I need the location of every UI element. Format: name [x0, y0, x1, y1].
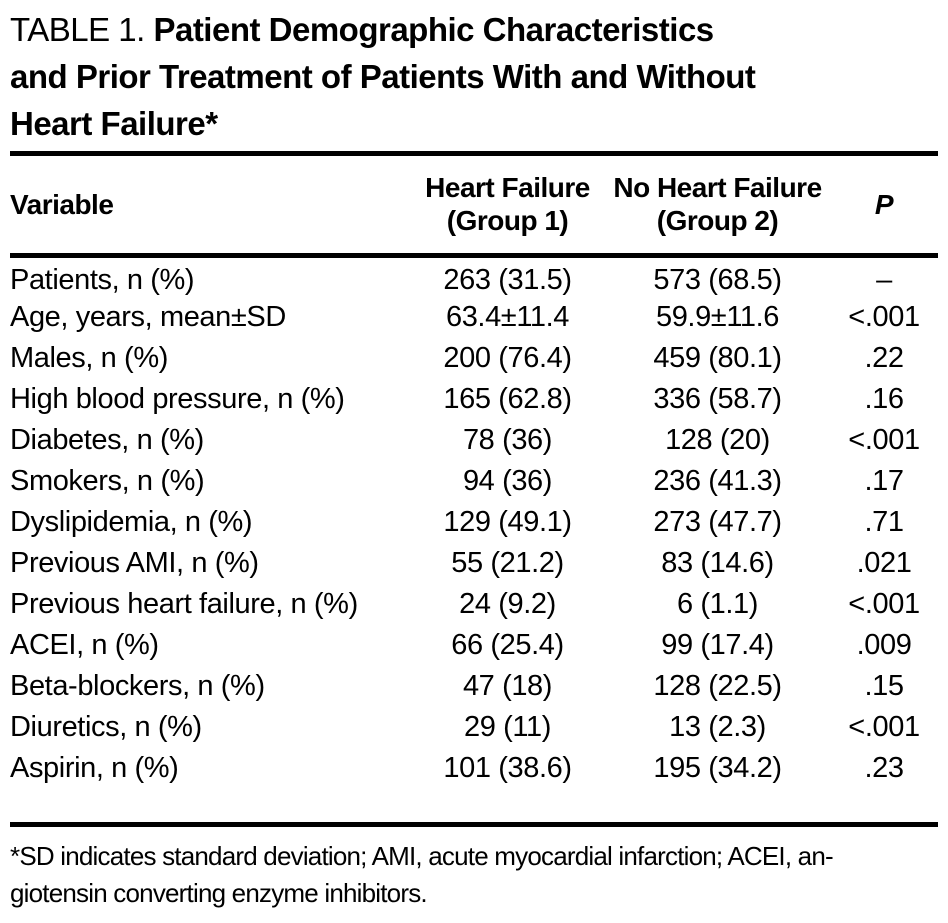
cell-variable: Smokers, n (%): [10, 464, 205, 497]
cell-group1: 263 (31.5): [443, 263, 572, 296]
table-row: High blood pressure, n (%) 165 (62.8) 33…: [10, 379, 938, 420]
cell-p-value: .021: [856, 546, 912, 579]
table-row: Patients, n (%) 263 (31.5) 573 (68.5) –: [10, 255, 938, 297]
cell-variable: Previous heart failure, n (%): [10, 587, 358, 620]
title-divider: [10, 151, 938, 156]
table-label: TABLE 1.: [10, 11, 154, 48]
cell-variable: ACEI, n (%): [10, 628, 159, 661]
column-header-group1: Heart Failure (Group 1): [410, 156, 605, 258]
title-line-2: and Prior Treatment of Patients With and…: [10, 53, 938, 100]
cell-p-value: .16: [864, 382, 904, 415]
column-header-variable: Variable: [10, 156, 410, 258]
cell-group2: 459 (80.1): [653, 341, 782, 374]
cell-variable: Diabetes, n (%): [10, 423, 204, 456]
table-row: Diabetes, n (%) 78 (36) 128 (20) <.001: [10, 420, 938, 461]
cell-group2: 573 (68.5): [653, 263, 782, 296]
column-header-group1-line1: Heart Failure: [425, 172, 590, 204]
cell-variable: Diuretics, n (%): [10, 710, 202, 743]
cell-variable: Males, n (%): [10, 341, 168, 374]
demographics-table: Variable Heart Failure (Group 1) No Hear…: [10, 156, 938, 789]
table-header-row: Variable Heart Failure (Group 1) No Hear…: [10, 156, 938, 258]
cell-group1: 200 (76.4): [443, 341, 572, 374]
table-row: Diuretics, n (%) 29 (11) 13 (2.3) <.001: [10, 707, 938, 748]
cell-group1: 101 (38.6): [443, 751, 572, 784]
cell-p-value: .009: [856, 628, 912, 661]
column-header-group2-line1: No Heart Failure: [613, 172, 822, 204]
cell-p-value: .17: [864, 464, 904, 497]
table-row: Previous AMI, n (%) 55 (21.2) 83 (14.6) …: [10, 543, 938, 584]
cell-variable: Age, years, mean±SD: [10, 300, 286, 333]
table-row: Males, n (%) 200 (76.4) 459 (80.1) .22: [10, 338, 938, 379]
cell-p-value: <.001: [848, 587, 920, 620]
cell-p-value: .15: [864, 669, 904, 702]
table-row: Aspirin, n (%) 101 (38.6) 195 (34.2) .23: [10, 748, 938, 789]
footnote-divider: [10, 821, 938, 827]
cell-variable: Previous AMI, n (%): [10, 546, 259, 579]
cell-group2: 273 (47.7): [653, 505, 782, 538]
cell-p-value: .22: [864, 341, 904, 374]
cell-group2: 236 (41.3): [653, 464, 782, 497]
table-row: ACEI, n (%) 66 (25.4) 99 (17.4) .009: [10, 625, 938, 666]
column-header-p: P: [830, 156, 938, 258]
footnote-line-1: *SD indicates standard deviation; AMI, a…: [10, 840, 834, 871]
cell-variable: Beta-blockers, n (%): [10, 669, 265, 702]
table-header: Variable Heart Failure (Group 1) No Hear…: [10, 156, 938, 258]
cell-group2: 128 (20): [665, 423, 770, 456]
cell-group2: 59.9±11.6: [655, 300, 780, 333]
cell-variable: High blood pressure, n (%): [10, 382, 345, 415]
footnote-line-2: giotensin converting enzyme inhibitors.: [10, 877, 428, 908]
table-row: Dyslipidemia, n (%) 129 (49.1) 273 (47.7…: [10, 502, 938, 543]
cell-group2: 6 (1.1): [676, 587, 758, 620]
column-header-group2: No Heart Failure (Group 2): [605, 156, 830, 258]
cell-group1: 66 (25.4): [451, 628, 564, 661]
column-header-group1-line2: (Group 1): [446, 205, 569, 237]
cell-p-value: <.001: [848, 710, 920, 743]
table-title: TABLE 1. Patient Demographic Characteris…: [10, 4, 938, 151]
cell-group1: 94 (36): [462, 464, 553, 497]
table-row: Beta-blockers, n (%) 47 (18) 128 (22.5) …: [10, 666, 938, 707]
title-line-1: TABLE 1. Patient Demographic Characteris…: [10, 6, 938, 53]
cell-group1: 24 (9.2): [459, 587, 556, 620]
cell-variable: Aspirin, n (%): [10, 751, 179, 784]
cell-p-value: <.001: [848, 423, 920, 456]
cell-p-value: .71: [864, 505, 904, 538]
title-text-1: Patient Demographic Characteristics: [153, 11, 714, 48]
title-text-3: Heart Failure: [10, 105, 206, 142]
cell-variable: Patients, n (%): [10, 263, 195, 296]
table-row: Age, years, mean±SD 63.4±11.4 59.9±11.6 …: [10, 297, 938, 338]
cell-group1: 165 (62.8): [443, 382, 572, 415]
column-header-group2-line2: (Group 2): [656, 205, 779, 237]
cell-variable: Dyslipidemia, n (%): [10, 505, 253, 538]
title-line-3: Heart Failure*: [10, 100, 938, 147]
cell-p-value: <.001: [848, 300, 920, 333]
cell-p-value: .23: [864, 751, 904, 784]
cell-group1: 55 (21.2): [451, 546, 564, 579]
title-footnote-marker: *: [205, 105, 218, 142]
cell-group1: 47 (18): [462, 669, 553, 702]
table-row: Previous heart failure, n (%) 24 (9.2) 6…: [10, 584, 938, 625]
title-text-2: and Prior Treatment of Patients With and…: [10, 58, 756, 95]
table-row: Smokers, n (%) 94 (36) 236 (41.3) .17: [10, 461, 938, 502]
cell-group2: 13 (2.3): [669, 710, 766, 743]
cell-group2: 195 (34.2): [653, 751, 782, 784]
cell-group1: 78 (36): [462, 423, 553, 456]
cell-group1: 29 (11): [464, 710, 551, 743]
cell-group1: 129 (49.1): [443, 505, 572, 538]
table-footnote: *SD indicates standard deviation; AMI, a…: [10, 838, 938, 912]
cell-group1: 63.4±11.4: [445, 300, 570, 333]
cell-group2: 99 (17.4): [661, 628, 774, 661]
table-body: Patients, n (%) 263 (31.5) 573 (68.5) – …: [10, 255, 938, 789]
cell-p-value: –: [876, 263, 892, 296]
cell-group2: 83 (14.6): [661, 546, 774, 579]
cell-group2: 128 (22.5): [653, 669, 782, 702]
cell-group2: 336 (58.7): [653, 382, 782, 415]
